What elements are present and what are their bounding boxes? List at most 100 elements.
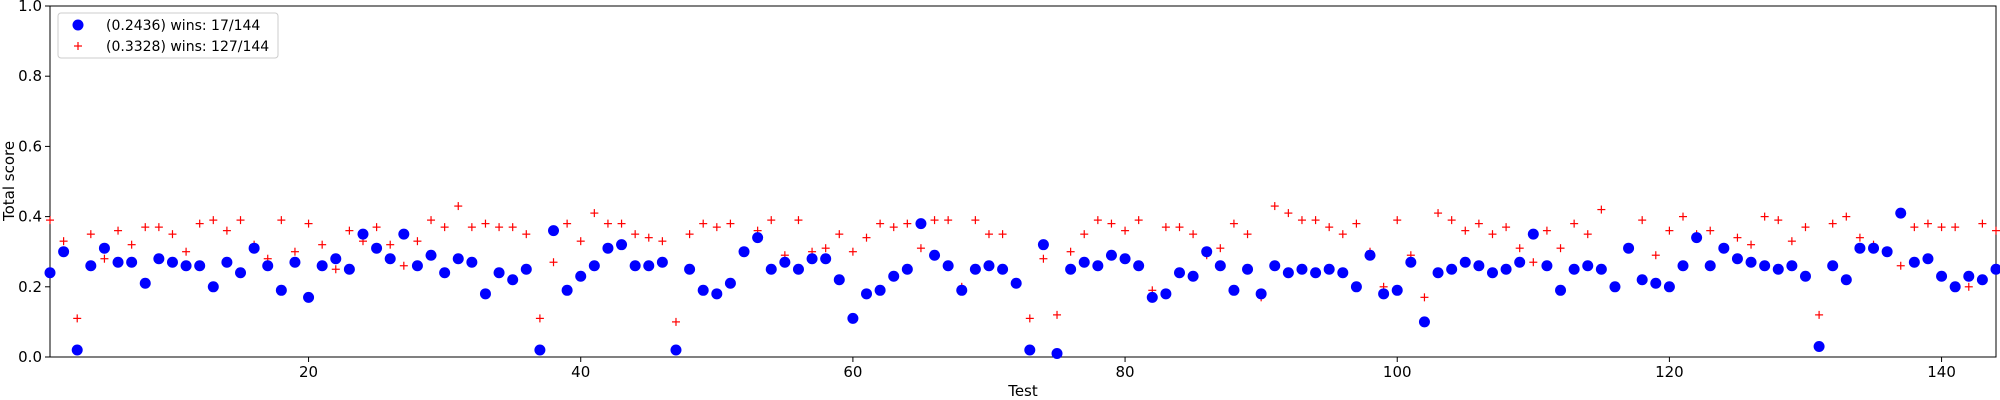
- data-point-red: [1053, 310, 1062, 319]
- data-point-red: [535, 314, 544, 323]
- data-point-blue: [820, 253, 832, 265]
- data-point-blue: [901, 263, 913, 275]
- data-point-blue: [1119, 253, 1131, 265]
- data-point-red: [277, 216, 286, 225]
- data-point-red: [1066, 247, 1075, 256]
- data-point-red: [658, 237, 667, 246]
- data-point-blue: [792, 263, 804, 275]
- data-point-blue: [1813, 340, 1825, 352]
- data-point-red: [576, 237, 585, 246]
- data-point-red: [1502, 223, 1511, 232]
- data-point-blue: [684, 263, 696, 275]
- data-point-blue: [588, 260, 600, 272]
- data-point-blue: [1500, 263, 1512, 275]
- legend-label-series-2: (0.3328) wins: 127/144: [106, 39, 269, 55]
- data-point-blue: [466, 256, 478, 268]
- data-point-red: [671, 317, 680, 326]
- legend: (0.2436) wins: 17/144 (0.3328) wins: 127…: [57, 12, 279, 59]
- data-point-blue: [1949, 281, 1961, 293]
- data-point-blue: [1976, 274, 1988, 286]
- data-point-blue: [1364, 249, 1376, 261]
- data-point-red: [290, 247, 299, 256]
- data-point-red: [1651, 251, 1660, 260]
- data-point-red: [1311, 216, 1320, 225]
- data-point-blue: [207, 281, 219, 293]
- data-point-red: [1325, 223, 1334, 232]
- data-point-blue: [1146, 291, 1158, 303]
- data-point-red: [1297, 216, 1306, 225]
- data-point-red: [331, 265, 340, 274]
- data-point-red: [1161, 223, 1170, 232]
- x-tick-label: 80: [1116, 363, 1135, 381]
- data-point-blue: [1065, 263, 1077, 275]
- data-point-red: [1679, 212, 1688, 221]
- data-point-blue: [983, 260, 995, 272]
- data-point-blue: [1568, 263, 1580, 275]
- data-point-blue: [330, 253, 342, 265]
- plot-area: [49, 5, 1997, 358]
- data-point-red: [1461, 226, 1470, 235]
- data-point-red: [304, 219, 313, 228]
- data-point-red: [1243, 230, 1252, 239]
- data-point-blue: [1745, 256, 1757, 268]
- data-point-red: [495, 223, 504, 232]
- data-point-blue: [1840, 274, 1852, 286]
- data-point-red: [59, 237, 68, 246]
- data-point-red: [984, 230, 993, 239]
- data-point-blue: [1868, 242, 1880, 254]
- data-point-red: [413, 237, 422, 246]
- data-point-blue: [58, 246, 70, 258]
- data-point-red: [617, 219, 626, 228]
- data-point-red: [563, 219, 572, 228]
- data-point-red: [1093, 216, 1102, 225]
- data-point-blue: [752, 232, 764, 244]
- data-point-red: [835, 230, 844, 239]
- data-point-blue: [44, 267, 56, 279]
- data-point-blue: [561, 284, 573, 296]
- data-point-red: [1175, 223, 1184, 232]
- data-point-blue: [534, 344, 546, 356]
- data-point-blue: [1296, 263, 1308, 275]
- data-point-red: [1910, 223, 1919, 232]
- series-red-plus: [46, 202, 2000, 326]
- data-point-red: [1080, 230, 1089, 239]
- data-point-red: [1447, 216, 1456, 225]
- data-point-blue: [997, 263, 1009, 275]
- data-point-red: [1583, 230, 1592, 239]
- data-point-blue: [1024, 344, 1036, 356]
- data-point-red: [971, 216, 980, 225]
- data-point-blue: [398, 228, 410, 240]
- data-point-blue: [493, 267, 505, 279]
- x-axis-label: Test: [1007, 382, 1038, 400]
- data-point-blue: [221, 256, 233, 268]
- data-point-blue: [1922, 253, 1934, 265]
- data-point-red: [590, 209, 599, 218]
- data-point-blue: [656, 256, 668, 268]
- data-point-blue: [1990, 263, 2000, 275]
- data-point-blue: [98, 242, 110, 254]
- data-point-blue: [1799, 270, 1811, 282]
- data-point-blue: [1037, 239, 1049, 251]
- data-point-blue: [1908, 256, 1920, 268]
- data-point-red: [1352, 219, 1361, 228]
- data-point-red: [386, 240, 395, 249]
- data-point-blue: [112, 256, 124, 268]
- data-point-red: [930, 216, 939, 225]
- data-point-red: [549, 258, 558, 267]
- data-point-blue: [847, 312, 859, 324]
- data-point-red: [427, 216, 436, 225]
- data-point-blue: [248, 242, 260, 254]
- data-point-blue: [1609, 281, 1621, 293]
- data-point-blue: [1595, 263, 1607, 275]
- data-point-blue: [1378, 288, 1390, 300]
- data-point-blue: [343, 263, 355, 275]
- legend-marker-blue: [72, 19, 84, 31]
- data-point-blue: [262, 260, 274, 272]
- data-point-blue: [1514, 256, 1526, 268]
- data-point-blue: [1650, 277, 1662, 289]
- series-blue-circles: [44, 207, 2000, 359]
- x-tick-label: 20: [299, 363, 318, 381]
- data-point-blue: [1541, 260, 1553, 272]
- data-point-red: [1842, 212, 1851, 221]
